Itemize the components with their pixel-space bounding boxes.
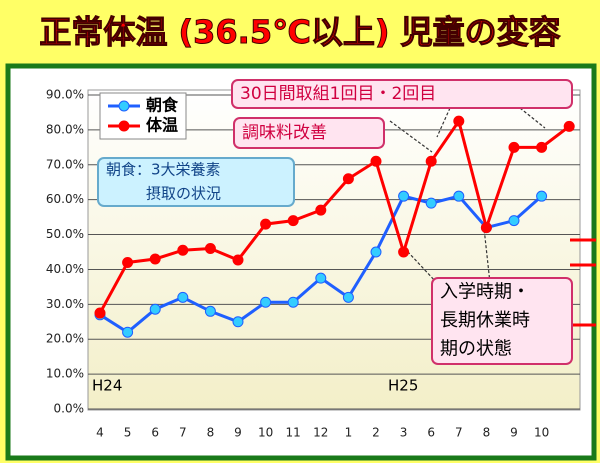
x-tick-label: 5	[124, 426, 132, 440]
x-tick-label: 7	[179, 426, 187, 440]
point	[453, 115, 465, 127]
x-tick-label: 8	[483, 426, 491, 440]
point	[232, 316, 244, 328]
chart-title: 正常体温 (36.5℃以上) 児童の変容	[39, 13, 560, 51]
point	[287, 296, 299, 308]
point	[287, 215, 299, 227]
point	[94, 307, 106, 319]
legend-label: 体温	[146, 116, 178, 135]
point	[425, 155, 437, 167]
x-tick-label: 9	[510, 426, 518, 440]
annotation-box	[231, 79, 573, 109]
point	[342, 291, 354, 303]
x-tick-label: 3	[400, 426, 408, 440]
arrow	[407, 251, 438, 284]
annotation-text: 長期休業時	[440, 310, 530, 331]
legend-marker	[118, 120, 130, 132]
point	[177, 291, 189, 303]
x-tick-label: 6	[151, 426, 159, 440]
point	[508, 141, 520, 153]
point	[260, 296, 272, 308]
point	[315, 272, 327, 284]
point	[370, 246, 382, 258]
point	[122, 326, 134, 338]
x-tick-label: 7	[455, 426, 463, 440]
y-tick-label: 20.0%	[46, 332, 84, 346]
x-tick-label: 4	[96, 426, 104, 440]
arrow	[519, 107, 546, 129]
period-label: H25	[388, 377, 418, 395]
legend-label: 朝食	[146, 96, 179, 115]
x-tick-label: 1	[345, 426, 353, 440]
point	[508, 215, 520, 227]
point	[398, 190, 410, 202]
y-tick-label: 70.0%	[46, 157, 84, 171]
y-tick-label: 80.0%	[46, 122, 84, 136]
point	[398, 246, 410, 258]
point	[453, 190, 465, 202]
y-tick-label: 50.0%	[46, 227, 84, 241]
y-tick-label: 0.0%	[54, 402, 85, 416]
annotation-text: 30日間取組1回目・2回目	[240, 84, 436, 104]
annotation-box	[97, 157, 295, 207]
y-tick-label: 10.0%	[46, 367, 84, 381]
point	[204, 243, 216, 255]
legend-marker	[118, 100, 130, 112]
point	[315, 204, 327, 216]
annotation-text: 摂取の状況	[146, 185, 221, 203]
x-tick-label: 8	[207, 426, 215, 440]
point	[149, 303, 161, 315]
point	[149, 253, 161, 265]
annotation-text: 入学時期・	[440, 281, 530, 302]
point	[232, 254, 244, 266]
point	[536, 190, 548, 202]
y-tick-label: 30.0%	[46, 297, 84, 311]
y-tick-label: 40.0%	[46, 262, 84, 276]
annotation-text: 朝食：3大栄養素	[106, 161, 221, 179]
annotation-text: 期の状態	[440, 339, 512, 360]
point	[370, 155, 382, 167]
y-tick-label: 60.0%	[46, 192, 84, 206]
point	[425, 197, 437, 209]
annotation-box	[431, 277, 573, 365]
point	[204, 305, 216, 317]
x-tick-label: 11	[286, 426, 301, 440]
arrow	[483, 227, 491, 284]
legend-box	[99, 92, 187, 140]
point	[342, 173, 354, 185]
x-tick-label: 2	[372, 426, 380, 440]
y-tick-label: 90.0%	[46, 88, 84, 102]
point	[480, 222, 492, 234]
annotation-text: 調味料改善	[242, 123, 327, 143]
point	[536, 141, 548, 153]
x-tick-label: 6	[427, 426, 435, 440]
point	[260, 218, 272, 230]
point	[563, 120, 575, 132]
annotation-box	[233, 117, 385, 149]
arrow	[436, 107, 451, 138]
x-tick-label: 9	[234, 426, 242, 440]
x-tick-label: 10	[258, 426, 273, 440]
x-tick-label: 10	[534, 426, 549, 440]
period-label: H24	[92, 377, 122, 395]
point	[177, 244, 189, 256]
x-tick-label: 12	[313, 426, 328, 440]
arrow	[389, 120, 433, 153]
point	[122, 256, 134, 268]
